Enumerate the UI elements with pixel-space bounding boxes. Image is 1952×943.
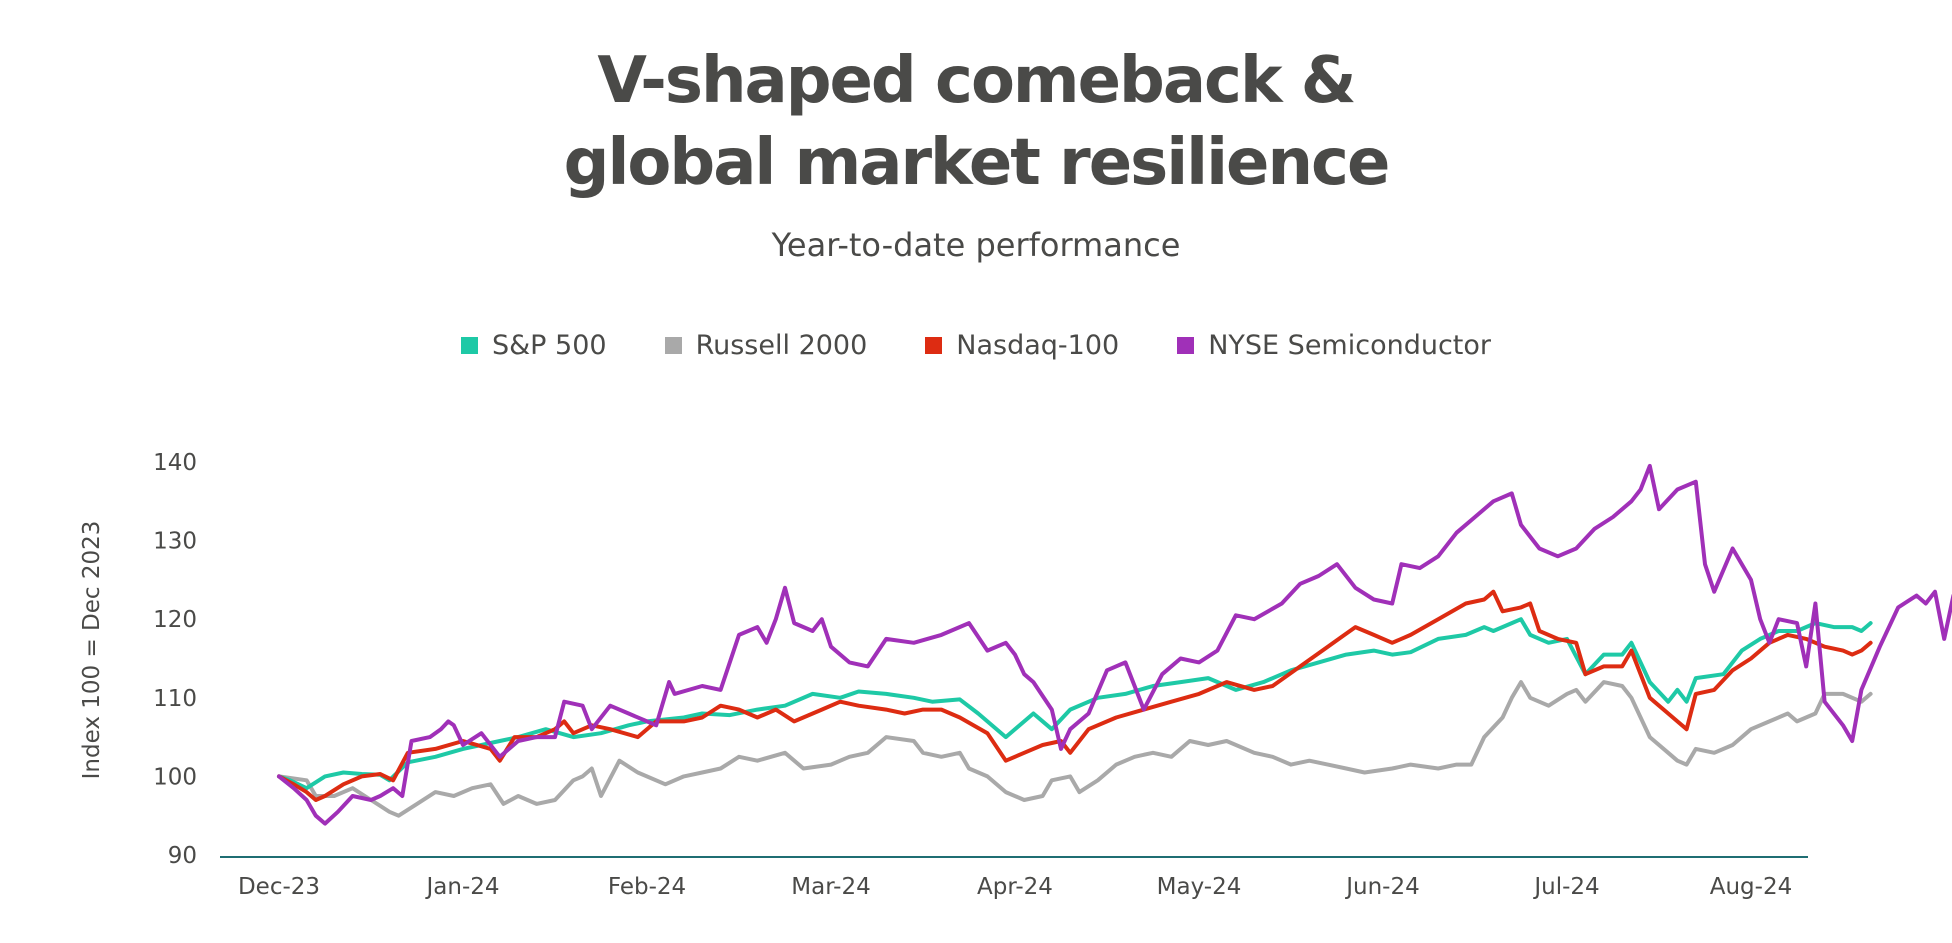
series-lines bbox=[277, 463, 1952, 826]
x-tick-label: May-24 bbox=[1157, 874, 1242, 900]
x-tick-label: Jul-24 bbox=[1532, 874, 1599, 900]
chart-subtitle: Year-to-date performance bbox=[771, 226, 1181, 264]
y-axis-ticks: 90 100 110 120 130 140 bbox=[153, 450, 197, 869]
y-tick-label: 130 bbox=[153, 529, 197, 555]
x-tick-label: Dec-23 bbox=[238, 874, 320, 900]
legend-swatch-sp500 bbox=[460, 337, 478, 354]
x-tick-label: Feb-24 bbox=[608, 874, 686, 900]
legend-label-nyse-semiconductor: NYSE Semiconductor bbox=[1208, 330, 1492, 361]
legend-label-sp500: S&P 500 bbox=[491, 330, 607, 361]
legend-label-russell-2000: Russell 2000 bbox=[695, 330, 868, 361]
y-axis-title: Index 100 = Dec 2023 bbox=[79, 521, 105, 780]
chart-title: V-shaped comeback & global market resili… bbox=[0, 40, 1952, 204]
y-tick-label: 120 bbox=[153, 607, 197, 633]
chart-legend: S&P 500 Russell 2000 Nasdaq-100 NYSE Sem… bbox=[0, 330, 1952, 361]
x-axis-ticks: Dec-23 Jan-24 Feb-24 Mar-24 Apr-24 May-24 Jun-… bbox=[238, 874, 1792, 900]
y-tick-label: 140 bbox=[153, 450, 197, 476]
x-tick-label: Aug-24 bbox=[1710, 874, 1792, 900]
legend-swatch-nasdaq-100 bbox=[925, 337, 943, 354]
chart-title-line-2: global market resilience bbox=[563, 126, 1391, 200]
legend-item-sp500[interactable]: S&P 500 bbox=[460, 330, 607, 361]
legend-item-nasdaq-100[interactable]: Nasdaq-100 bbox=[925, 330, 1119, 361]
series-line-nasdaq-100[interactable] bbox=[277, 589, 1873, 802]
legend-item-russell-2000[interactable]: Russell 2000 bbox=[664, 330, 868, 361]
chart-title-line-1: V-shaped comeback & bbox=[597, 44, 1356, 118]
series-line-russell-2000[interactable] bbox=[277, 680, 1873, 818]
series-line-nyse-semiconductor[interactable] bbox=[277, 463, 1952, 826]
y-tick-label: 90 bbox=[168, 843, 197, 869]
x-tick-label: Mar-24 bbox=[791, 874, 871, 900]
legend-item-nyse-semiconductor[interactable]: NYSE Semiconductor bbox=[1177, 330, 1491, 361]
x-tick-label: Jan-24 bbox=[424, 874, 499, 900]
legend-swatch-russell-2000 bbox=[664, 337, 682, 354]
y-tick-label: 110 bbox=[153, 686, 197, 712]
x-tick-label: Jun-24 bbox=[1344, 874, 1420, 900]
legend-swatch-nyse-semiconductor bbox=[1177, 337, 1195, 354]
y-tick-label: 100 bbox=[153, 764, 197, 790]
series-line-sp500[interactable] bbox=[277, 617, 1873, 791]
x-tick-label: Apr-24 bbox=[977, 874, 1053, 900]
legend-label-nasdaq-100: Nasdaq-100 bbox=[956, 330, 1120, 361]
